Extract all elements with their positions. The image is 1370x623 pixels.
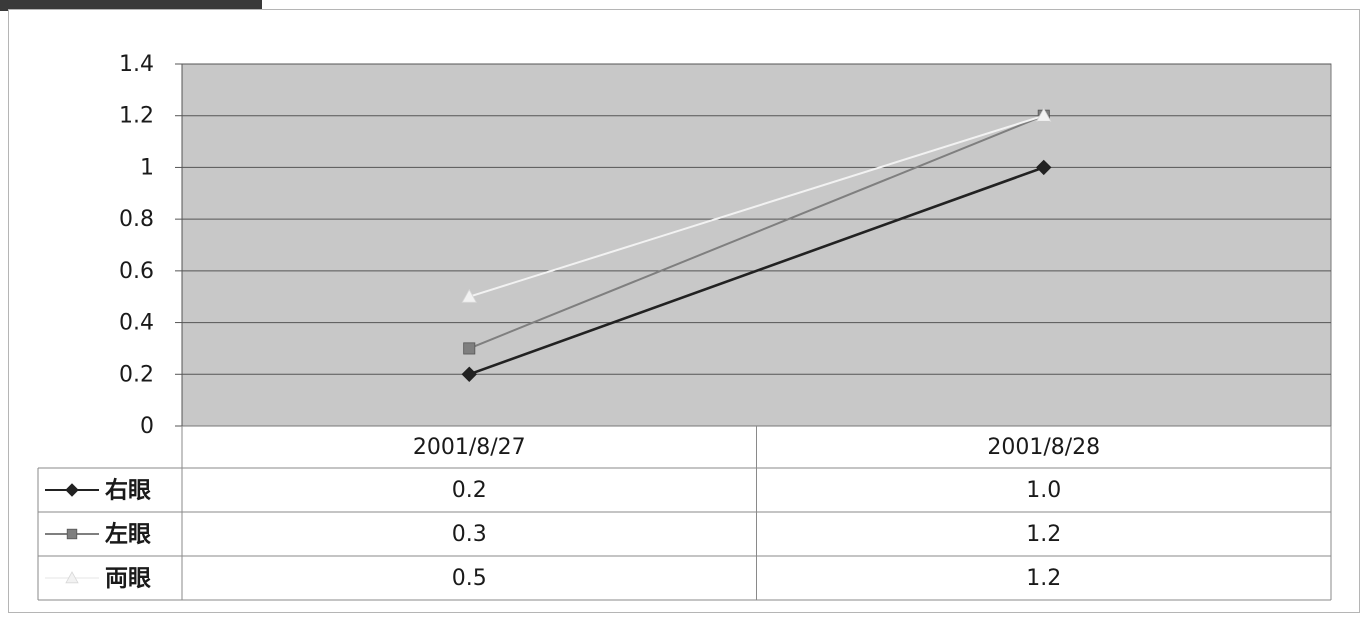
table-cell-value: 0.5 xyxy=(452,566,487,591)
legend-label: 両眼 xyxy=(105,566,151,592)
legend-label: 左眼 xyxy=(105,522,151,548)
plot-area xyxy=(181,63,1332,427)
table-cell-value: 0.3 xyxy=(452,522,487,547)
legend-key-marker xyxy=(66,528,78,540)
line-chart: 0 0.2 0.4 0.6 0.8 1 1.2 1.4 2001/8/27 2001/8/28 右眼… xyxy=(37,52,1332,601)
x-category-label: 2001/8/27 xyxy=(413,435,526,460)
series-line-square xyxy=(468,114,1045,350)
y-tick-label: 1 xyxy=(140,155,154,180)
table-cell-value: 1.2 xyxy=(1026,566,1061,591)
series-line-diamond xyxy=(468,166,1045,376)
data-point-triangle xyxy=(461,288,477,303)
legend-label: 右眼 xyxy=(105,477,151,504)
table-cell-value: 0.2 xyxy=(452,478,487,503)
y-tick-label: 1.4 xyxy=(119,52,154,77)
table-cell-value: 1.2 xyxy=(1026,522,1061,547)
chart-frame: 0 0.2 0.4 0.6 0.8 1 1.2 1.4 2001/8/27 2001/8/28 右眼… xyxy=(8,9,1360,613)
y-tick-label: 0.6 xyxy=(119,259,154,284)
y-tick-label: 0.4 xyxy=(119,311,154,336)
header-tab-bar xyxy=(0,0,262,11)
table-cell-value: 1.0 xyxy=(1026,478,1061,503)
x-category-label: 2001/8/28 xyxy=(987,435,1100,460)
series-line-triangle xyxy=(468,114,1045,298)
y-tick-label: 0 xyxy=(140,414,154,439)
data-point-triangle xyxy=(1036,107,1052,122)
y-tick-label: 0.8 xyxy=(119,207,154,232)
legend-key-marker xyxy=(65,483,79,497)
data-point-diamond xyxy=(461,366,477,382)
data-point-square xyxy=(463,342,476,355)
y-tick-label: 1.2 xyxy=(119,104,154,129)
legend-key-marker xyxy=(65,571,79,584)
y-tick-label: 0.2 xyxy=(119,362,154,387)
data-point-diamond xyxy=(1036,159,1052,176)
